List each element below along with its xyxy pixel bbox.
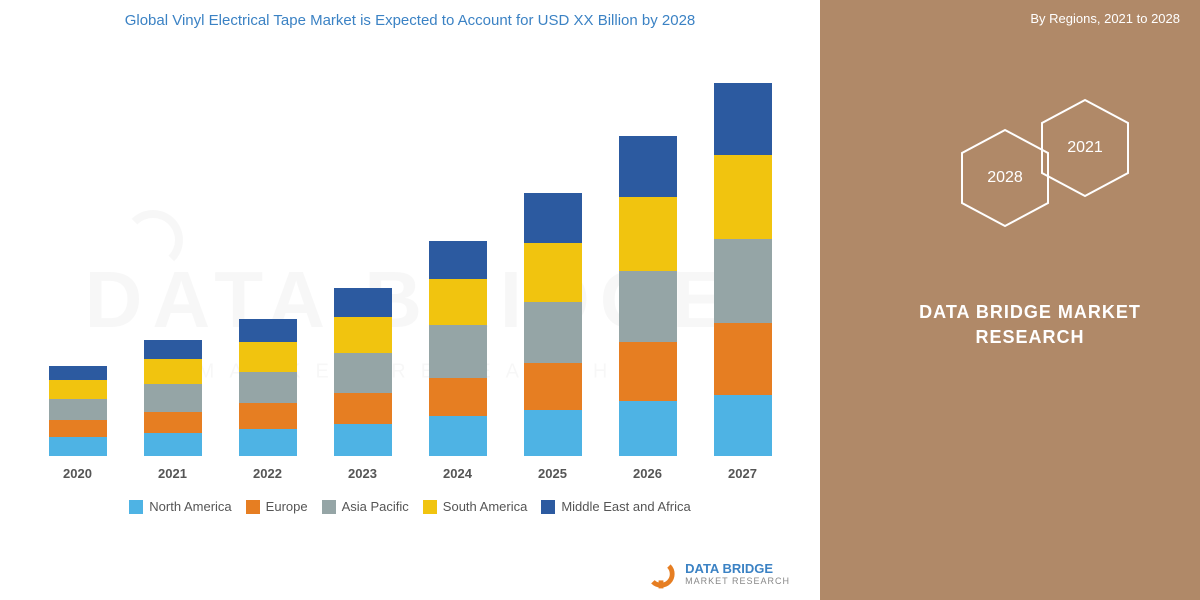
chart-legend: North America Europe Asia Pacific South Ame… xyxy=(20,499,800,514)
bar-segment xyxy=(429,416,487,456)
bar-segment xyxy=(49,380,107,399)
bar-segment xyxy=(619,342,677,401)
chart-title: Global Vinyl Electrical Tape Market is E… xyxy=(20,10,800,31)
bar-segment xyxy=(619,271,677,343)
legend-item: South America xyxy=(423,499,528,514)
bar-stack xyxy=(49,366,107,456)
bar-segment xyxy=(429,279,487,325)
bar-group: 2027 xyxy=(703,83,783,481)
brand-line2: RESEARCH xyxy=(975,327,1084,347)
bar-segment xyxy=(144,384,202,411)
hexagon-badge: 2021 xyxy=(1040,98,1130,198)
year-label: 2025 xyxy=(538,466,567,481)
bar-stack xyxy=(714,83,772,456)
bar-stack xyxy=(619,136,677,456)
bar-group: 2022 xyxy=(228,319,308,481)
legend-swatch xyxy=(541,500,555,514)
year-label: 2023 xyxy=(348,466,377,481)
bar-group: 2023 xyxy=(323,288,403,481)
bar-stack xyxy=(144,340,202,456)
year-label: 2020 xyxy=(63,466,92,481)
bar-segment xyxy=(334,353,392,393)
bar-segment xyxy=(49,399,107,420)
legend-item: Asia Pacific xyxy=(322,499,409,514)
bar-stack xyxy=(334,288,392,456)
bar-group: 2026 xyxy=(608,136,688,481)
bar-group: 2021 xyxy=(133,340,213,481)
bar-segment xyxy=(619,401,677,456)
brand-name: DATA BRIDGE MARKET RESEARCH xyxy=(840,300,1200,350)
bar-segment xyxy=(239,372,297,404)
bar-segment xyxy=(714,395,772,456)
bar-group: 2025 xyxy=(513,193,593,481)
bar-segment xyxy=(334,393,392,425)
bar-segment xyxy=(619,136,677,197)
bar-segment xyxy=(429,378,487,416)
year-label: 2027 xyxy=(728,466,757,481)
bar-segment xyxy=(334,317,392,353)
bar-stack xyxy=(429,241,487,456)
bar-segment xyxy=(334,288,392,317)
bar-segment xyxy=(49,366,107,381)
bar-segment xyxy=(239,342,297,371)
bar-segment xyxy=(239,429,297,456)
logo-subtext: MARKET RESEARCH xyxy=(685,576,790,586)
legend-label: South America xyxy=(443,499,528,514)
bar-segment xyxy=(619,197,677,271)
legend-label: Asia Pacific xyxy=(342,499,409,514)
legend-swatch xyxy=(322,500,336,514)
legend-label: North America xyxy=(149,499,231,514)
bar-group: 2020 xyxy=(38,366,118,481)
year-label: 2024 xyxy=(443,466,472,481)
bar-segment xyxy=(524,193,582,244)
legend-item: North America xyxy=(129,499,231,514)
bar-segment xyxy=(239,319,297,342)
logo-text-wrap: DATA BRIDGE MARKET RESEARCH xyxy=(685,562,790,586)
bar-segment xyxy=(334,424,392,456)
bar-segment xyxy=(714,83,772,155)
bar-segment xyxy=(524,302,582,363)
logo-text: DATA BRIDGE xyxy=(685,562,790,576)
bar-stack xyxy=(524,193,582,456)
year-label: 2021 xyxy=(158,466,187,481)
bar-segment xyxy=(714,323,772,395)
legend-label: Middle East and Africa xyxy=(561,499,690,514)
bar-segment xyxy=(429,325,487,378)
bar-segment xyxy=(239,403,297,428)
bar-segment xyxy=(429,241,487,279)
brand-logo-bottom: DATA BRIDGE MARKET RESEARCH xyxy=(645,558,790,590)
legend-swatch xyxy=(246,500,260,514)
stacked-bar-chart: 2020 2021 2022 2023 2024 2025 2026 2027 xyxy=(20,61,800,481)
hexagon-badges: 2028 2021 xyxy=(840,68,1180,268)
hexagon-badge: 2028 xyxy=(960,128,1050,228)
bar-segment xyxy=(144,359,202,384)
bar-segment xyxy=(524,363,582,409)
legend-swatch xyxy=(423,500,437,514)
logo-icon xyxy=(645,558,677,590)
year-label: 2026 xyxy=(633,466,662,481)
bar-stack xyxy=(239,319,297,456)
bar-segment xyxy=(524,410,582,456)
bar-segment xyxy=(144,412,202,433)
bar-segment xyxy=(714,155,772,239)
bar-segment xyxy=(144,340,202,359)
brand-line1: DATA BRIDGE MARKET xyxy=(919,302,1141,322)
year-label: 2022 xyxy=(253,466,282,481)
bar-group: 2024 xyxy=(418,241,498,481)
legend-label: Europe xyxy=(266,499,308,514)
legend-swatch xyxy=(129,500,143,514)
legend-item: Europe xyxy=(246,499,308,514)
bar-segment xyxy=(714,239,772,323)
bar-segment xyxy=(144,433,202,456)
chart-panel: DATA BRIDGE MARKET RESEARCH Global Vinyl… xyxy=(0,0,820,600)
legend-item: Middle East and Africa xyxy=(541,499,690,514)
right-subtitle: By Regions, 2021 to 2028 xyxy=(840,10,1180,28)
bar-segment xyxy=(524,243,582,302)
right-panel: By Regions, 2021 to 2028 2028 2021 DATA … xyxy=(820,0,1200,600)
bar-segment xyxy=(49,420,107,437)
bar-segment xyxy=(49,437,107,456)
